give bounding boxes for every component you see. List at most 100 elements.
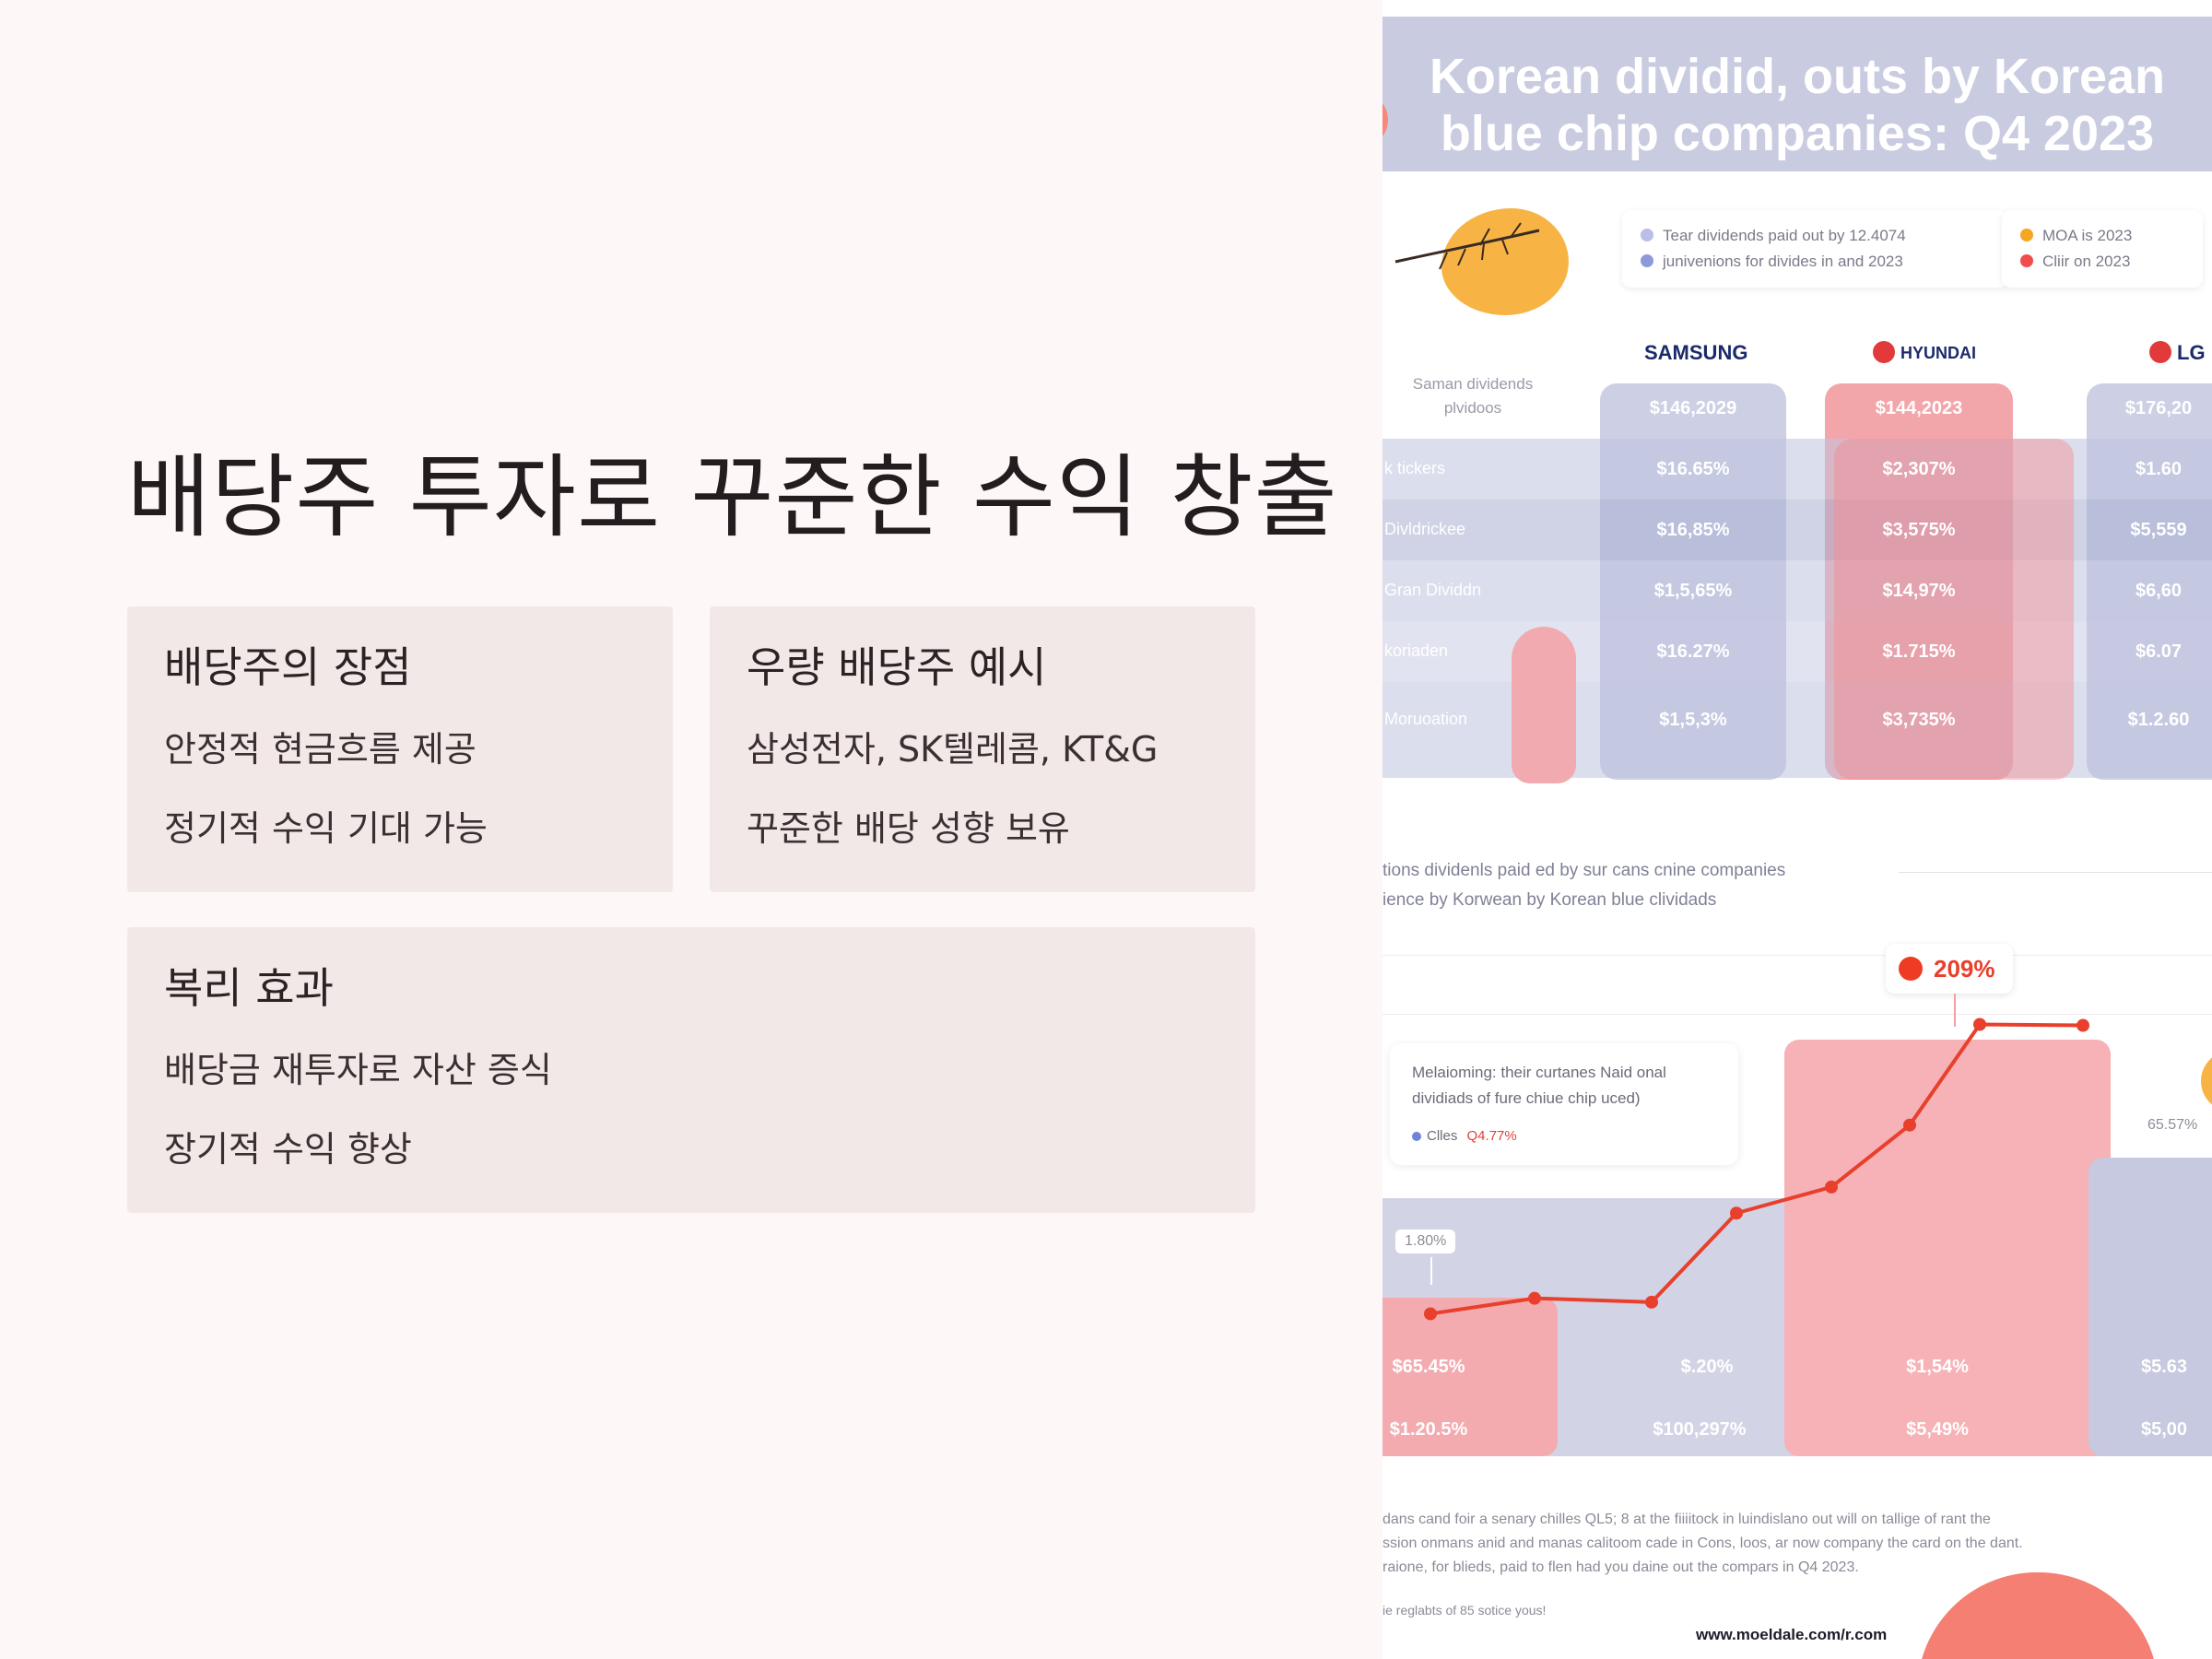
infographic-header: Korean dividid, outs by Korean blue chip…: [1382, 17, 2212, 171]
legend-left: Tear dividends paid out by 12.4074 juniv…: [1622, 210, 2009, 288]
table-cell: $1,5,3%: [1659, 710, 1727, 730]
footer-line: raione, for blieds, paid to flen had you…: [1382, 1559, 1859, 1575]
branch-icon: [1394, 222, 1540, 270]
card-heading: 배당주의 장점: [164, 642, 412, 692]
table-header-label: Saman dividends plvidoos: [1412, 375, 1534, 417]
table-cell: $6,60: [2135, 581, 2183, 601]
table-band: [1382, 500, 2212, 560]
legend-right: MOA is 2023 Cliir on 2023: [2002, 210, 2203, 288]
legend-item: Tear dividends paid out by 12.4074: [1663, 227, 1906, 244]
table-cell: $1.60: [2135, 459, 2183, 479]
footer-small: ie reglabts of 85 sotice yous!: [1382, 1603, 1547, 1618]
note-value: Q4.77%: [1466, 1128, 1517, 1144]
note-line: Melaioming: their curtanes Naid onal: [1412, 1064, 1666, 1081]
row-label: koriaden: [1384, 641, 1449, 660]
lg-logo-icon: [2149, 341, 2171, 363]
table-cell: $1.715%: [1882, 641, 1956, 662]
callout-dot: [1899, 957, 1923, 981]
bottom-cell: $1,54%: [1906, 1357, 1969, 1377]
tag-right: 65.57%: [2147, 1117, 2198, 1133]
series-point: [1903, 1118, 1916, 1132]
series-point: [1645, 1295, 1658, 1309]
series-point: [1825, 1180, 1838, 1194]
note-box: Melaioming: their curtanes Naid onal div…: [1390, 1043, 1738, 1165]
card-line: 삼성전자, SK텔레콤, KT&G: [747, 729, 1159, 770]
legend-dot-orange: [2020, 229, 2033, 241]
legend-item: Cliir on 2023: [2042, 253, 2131, 270]
decor-pink-highlight: [1834, 439, 2074, 780]
card-line: 꾸준한 배당 성향 보유: [747, 808, 1070, 849]
row-label: Divldrickee: [1384, 520, 1466, 538]
series-point: [1528, 1291, 1541, 1305]
table-band: [1382, 439, 2212, 500]
table-cell: $6.07: [2135, 641, 2183, 662]
note-line: dividiads of fure chiue chip uced): [1412, 1089, 1641, 1107]
legend-dot-red: [2020, 254, 2033, 267]
tag-left: 1.80%: [1395, 1230, 1456, 1253]
bottom-cell: $.20%: [1680, 1357, 1734, 1377]
infographic-title: Korean dividid, outs by Korean blue chip…: [1429, 49, 2166, 161]
decor-circle-left: [1382, 92, 1388, 147]
bottom-cell: $5.63: [2140, 1357, 2188, 1377]
brand-lg: LG: [2149, 341, 2206, 365]
card-line: 장기적 수익 향상: [164, 1129, 412, 1170]
card-heading: 우량 배당주 예시: [747, 642, 1047, 692]
note-legend: Clles Q4.77%: [1412, 1128, 1517, 1144]
row-label: Moruoation: [1384, 710, 1468, 728]
series-point: [2077, 1018, 2089, 1032]
hyundai-logo-icon: [1873, 341, 1895, 363]
col-header: $146,2029: [1649, 398, 1737, 418]
card-line: 배당금 재투자로 자산 증식: [164, 1050, 552, 1090]
footer-line: ssion onmans anid and manas calitoom cad…: [1382, 1535, 2023, 1551]
table-cell: $14,97%: [1882, 581, 1956, 601]
series-point: [1424, 1307, 1437, 1321]
bottom-cell: $65.45%: [1392, 1357, 1465, 1377]
decor-blob: [1441, 208, 1569, 315]
legend-item: junivenions for divides in and 2023: [1663, 253, 1903, 270]
table-cell: $16.65%: [1656, 459, 1730, 479]
table-cell: $3,735%: [1882, 710, 1956, 730]
footer-line: dans cand foir a senary chilles QL5; 8 a…: [1382, 1512, 1991, 1527]
brand-hyundai: HYUNDAI: [1873, 341, 1976, 363]
decor-pink-shape: [1512, 627, 1576, 783]
card-heading: 복리 효과: [164, 963, 334, 1013]
bottom-cell: $1.20.5%: [1389, 1419, 1468, 1440]
card-dividend-advantages: 배당주의 장점 안정적 현금흐름 제공 정기적 수익 기대 가능: [127, 606, 673, 892]
slide-title: 배당주 투자로 꾸준한 수익 창출: [127, 445, 1338, 550]
table-cell: $5,559: [2130, 520, 2187, 540]
bottom-cell: $5,00: [2140, 1419, 2188, 1440]
card-compound-effect: 복리 효과 배당금 재투자로 자산 증식 장기적 수익 향상: [127, 927, 1255, 1213]
row-label: k tickers: [1384, 459, 1446, 477]
table-band: [1382, 560, 2212, 621]
chart-bg-grey-right: [2088, 1158, 2212, 1456]
table-cell: $2,307%: [1882, 459, 1956, 479]
callout-line: [1954, 994, 1956, 1027]
legend-item: MOA is 2023: [2042, 227, 2133, 244]
divider: [1899, 872, 2212, 873]
row-label: Gran Dividdn: [1384, 581, 1482, 599]
series-point: [1730, 1206, 1743, 1220]
divider: [1382, 1014, 2212, 1015]
footer-url: www.moeldale.com/r.com: [1696, 1626, 1888, 1643]
card-line: 안정적 현금흐름 제공: [164, 729, 477, 770]
line-chart: [1424, 1018, 2089, 1321]
table-cell: $16,85%: [1656, 520, 1730, 540]
table-cell: $1,5,65%: [1653, 581, 1733, 601]
chart-bg-pink-center: [1784, 1040, 2111, 1456]
table-cell: $3,575%: [1882, 520, 1956, 540]
bottom-cell: $100,297%: [1653, 1419, 1747, 1440]
bottom-cell: $5,49%: [1906, 1419, 1969, 1440]
series-point: [1973, 1018, 1986, 1031]
series-line: [1430, 1022, 2084, 1316]
tag-left-line: [1430, 1257, 1432, 1285]
table-cell: $1.2.60: [2127, 710, 2190, 730]
divider: [1382, 955, 2212, 956]
col-header: $176,20: [2124, 398, 2193, 418]
callout-value: 209%: [1934, 955, 1995, 982]
infographic-image: Korean dividid, outs by Korean blue chip…: [1382, 0, 2212, 1659]
section-line: tions dividenls paid ed by sur cans cnin…: [1382, 861, 1786, 880]
note-dot: [1412, 1132, 1421, 1141]
table-cell: $16.27%: [1656, 641, 1730, 662]
card-dividend-examples: 우량 배당주 예시 삼성전자, SK텔레콤, KT&G 꾸준한 배당 성향 보유: [710, 606, 1255, 892]
chart-bg-pink-left: [1382, 1298, 1558, 1456]
